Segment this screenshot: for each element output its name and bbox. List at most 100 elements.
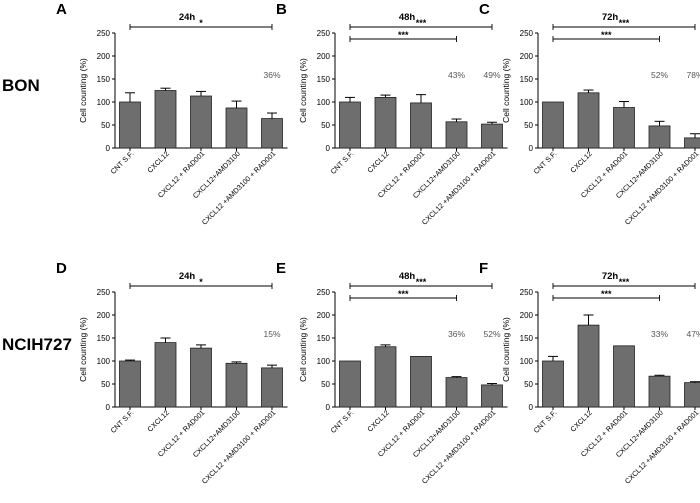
panel-d: D 24h 0 50 100 150 200 250 Cell counting (%) CNT … (56, 260, 288, 486)
bar (481, 123, 503, 149)
bar (684, 382, 700, 408)
category-label: CNT S.F. (109, 149, 136, 176)
y-tick-label: 250 (520, 288, 534, 297)
panel-title: 48h (399, 12, 416, 23)
bar (261, 367, 283, 408)
panel-label: A (56, 1, 67, 18)
y-tick-label: 200 (97, 52, 111, 61)
bar (225, 362, 248, 408)
y-tick-label: 100 (520, 357, 534, 366)
y-tick-label: 150 (317, 75, 331, 84)
y-tick-label: 100 (97, 357, 111, 366)
bar (613, 345, 635, 408)
bar (190, 95, 212, 149)
bar (648, 375, 671, 408)
y-axis-label: Cell counting (%) (78, 58, 88, 123)
percent-label: 43% (448, 70, 465, 80)
y-tick-label: 50 (524, 380, 533, 389)
category-label: CXCL12 (568, 408, 594, 434)
percent-label: 52% (651, 70, 668, 80)
panel-label: C (479, 1, 490, 18)
panel-title: 48h (399, 271, 416, 282)
bar (119, 360, 141, 408)
category-label: CXCL12 (568, 149, 594, 175)
y-tick-label: 150 (520, 75, 534, 84)
bar (119, 101, 141, 149)
percent-label: 78% (686, 70, 700, 80)
bar (481, 384, 503, 408)
y-tick-label: 0 (529, 403, 534, 412)
panel-label: D (56, 260, 67, 277)
category-label: CNT S.F. (109, 408, 136, 435)
bar (339, 360, 361, 408)
category-label: CXCL12 +AMD3100 + RAD001 (623, 408, 700, 486)
y-tick-label: 0 (106, 144, 111, 153)
category-label: CNT S.F. (532, 408, 559, 435)
significance-label: * (199, 18, 203, 28)
y-tick-label: 0 (326, 403, 331, 412)
category-label: CXCL12 +AMD3100 + RAD001 (420, 149, 498, 227)
y-tick-label: 250 (520, 29, 534, 38)
bar (684, 137, 700, 149)
y-axis-label: Cell counting (%) (298, 58, 308, 123)
y-tick-label: 0 (529, 144, 534, 153)
bar (445, 121, 468, 149)
bar (154, 90, 177, 149)
significance-label: *** (601, 30, 612, 40)
significance-label: *** (398, 30, 409, 40)
percent-label: 52% (483, 329, 500, 339)
category-label: CXCL12 +AMD3100 + RAD001 (420, 408, 498, 486)
y-tick-label: 200 (317, 311, 331, 320)
y-tick-label: 150 (97, 334, 111, 343)
y-tick-label: 250 (317, 288, 331, 297)
category-label: CNT S.F. (329, 408, 356, 435)
category-label: CXCL12 +AMD3100 + RAD001 (623, 149, 700, 227)
bar (542, 101, 564, 149)
significance-label: * (199, 277, 203, 287)
panel-title: 72h (602, 12, 619, 23)
percent-label: 15% (263, 329, 280, 339)
y-tick-label: 100 (97, 98, 111, 107)
significance-label: *** (619, 277, 630, 287)
bar (261, 118, 283, 149)
panel-c: C 72h 0 50 100 150 200 250 Cell counting (%) CNT … (479, 1, 700, 227)
bar (339, 101, 361, 149)
category-label: CXCL12 +AMD3100 + RAD001 (200, 408, 278, 486)
y-tick-label: 50 (321, 121, 330, 130)
panel-f: F 72h 0 50 100 150 200 250 Cell counting (%) CNT … (479, 260, 700, 486)
percent-label: 49% (483, 70, 500, 80)
y-tick-label: 50 (524, 121, 533, 130)
y-tick-label: 50 (101, 121, 110, 130)
category-label: CXCL12 +AMD3100 + RAD001 (200, 149, 278, 227)
bar (225, 107, 248, 149)
y-tick-label: 100 (317, 357, 331, 366)
bar (445, 377, 468, 408)
y-tick-label: 200 (520, 311, 534, 320)
percent-label: 36% (263, 70, 280, 80)
panel-e: E 48h 0 50 100 150 200 250 Cell counting (%) CNT … (276, 260, 508, 486)
bar (577, 92, 600, 149)
significance-label: *** (619, 18, 630, 28)
bar (410, 102, 432, 149)
row-label-ncih727: NCIH727 (2, 335, 72, 354)
panel-title: 24h (179, 271, 196, 282)
significance-label: *** (416, 277, 427, 287)
y-tick-label: 100 (520, 98, 534, 107)
y-tick-label: 50 (101, 380, 110, 389)
y-tick-label: 250 (97, 288, 111, 297)
y-tick-label: 250 (97, 29, 111, 38)
panel-label: E (276, 260, 286, 277)
bar (648, 125, 671, 149)
row-label-bon: BON (2, 76, 40, 95)
y-axis-label: Cell counting (%) (501, 58, 511, 123)
y-axis-label: Cell counting (%) (298, 317, 308, 382)
bar (190, 347, 212, 408)
bar (613, 107, 635, 149)
bar (577, 324, 600, 408)
y-tick-label: 0 (106, 403, 111, 412)
y-tick-label: 200 (97, 311, 111, 320)
bar (154, 342, 177, 408)
panel-label: F (479, 260, 488, 277)
y-tick-label: 250 (317, 29, 331, 38)
